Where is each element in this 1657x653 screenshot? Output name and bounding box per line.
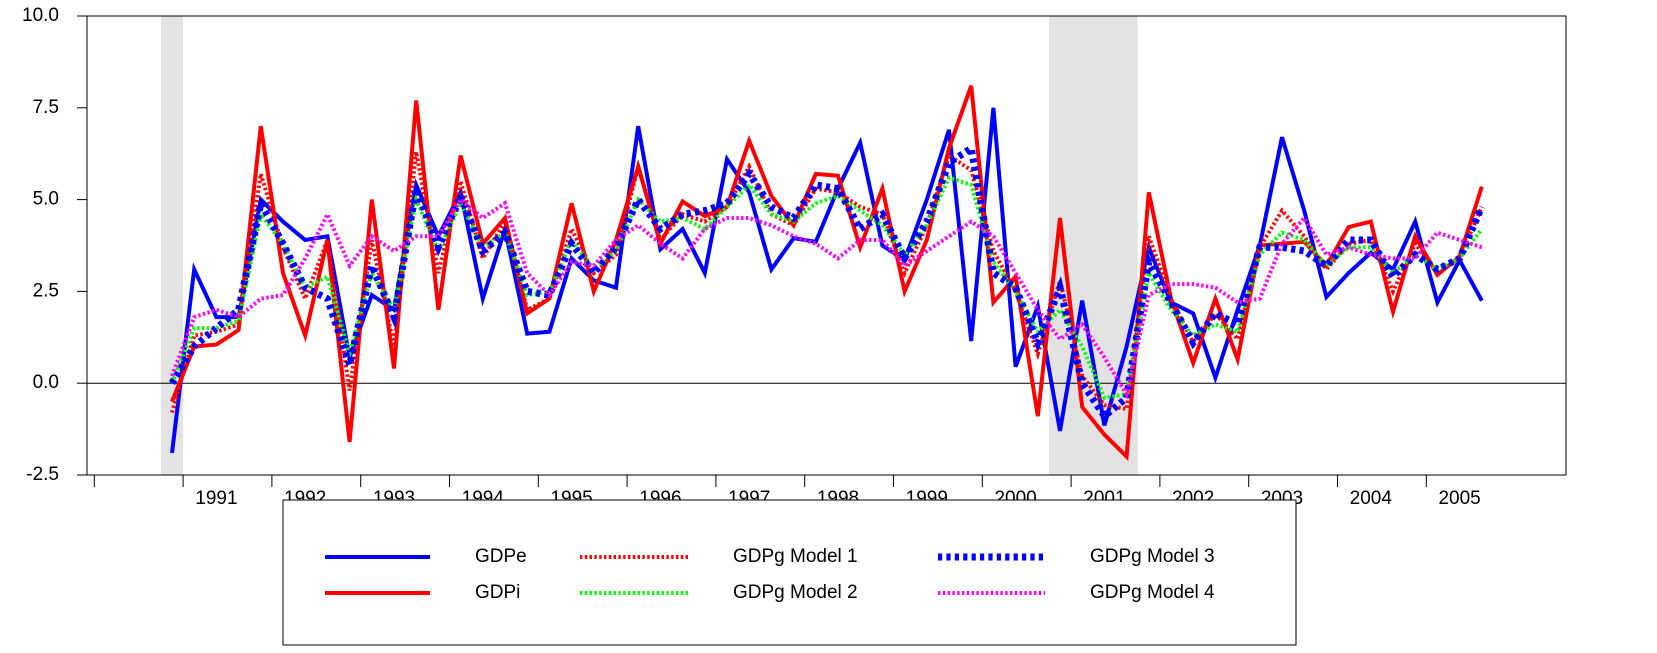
y-tick-label: 5.0 <box>33 189 59 210</box>
series-line <box>170 175 1484 401</box>
x-tick-label: 1991 <box>195 488 237 509</box>
legend-label: GDPi <box>475 582 520 603</box>
legend-box <box>282 499 1297 646</box>
series-line <box>170 196 1483 400</box>
y-tick-label: 7.5 <box>33 97 59 118</box>
legend-label: GDPg Model 2 <box>733 582 858 603</box>
plot-frame <box>86 15 1567 476</box>
y-tick-label: 0.0 <box>33 372 59 393</box>
x-tick-label: 2005 <box>1438 488 1480 509</box>
legend-label: GDPg Model 4 <box>1090 582 1215 603</box>
legend-label: GDPg Model 3 <box>1090 546 1215 567</box>
legend-label: GDPe <box>475 546 527 567</box>
y-tick-label: -2.5 <box>26 464 59 485</box>
series-line <box>170 85 1484 462</box>
legend-label: GDPg Model 1 <box>733 546 858 567</box>
series-line <box>170 151 1484 414</box>
x-tick-label: 2004 <box>1350 488 1393 509</box>
series-line <box>169 142 1486 422</box>
y-tick-label: 10.0 <box>22 5 59 26</box>
y-tick-label: 2.5 <box>33 280 59 301</box>
